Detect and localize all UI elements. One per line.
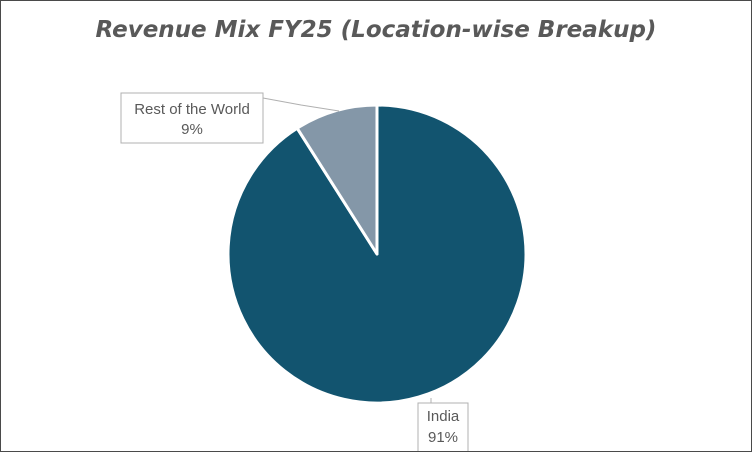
data-label-india-name: India <box>427 408 460 425</box>
chart-title: Revenue Mix FY25 (Location-wise Breakup) <box>95 17 657 43</box>
data-label-rest-of-world-value: 9% <box>181 121 203 138</box>
data-label-rest-of-world-name: Rest of the World <box>134 101 250 118</box>
data-label-india: India 91% <box>417 402 469 451</box>
pie-slice-rest-of-the-world <box>295 103 379 256</box>
data-label-india-value: 91% <box>428 429 458 446</box>
leader-line-rest-of-world <box>262 97 340 112</box>
data-label-rest-of-world: Rest of the World 9% <box>120 92 264 144</box>
